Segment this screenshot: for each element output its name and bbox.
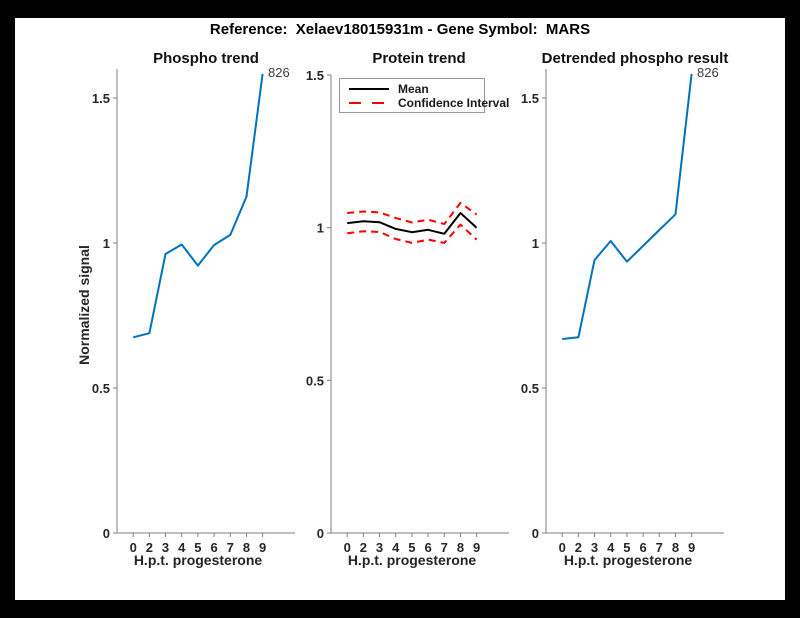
x-tick-label: 5 — [194, 540, 201, 555]
x-tick-label: 3 — [591, 540, 598, 555]
mean-line — [347, 212, 478, 235]
x-tick-label: 7 — [656, 540, 663, 555]
legend-label-confidence-interval: Confidence Interval — [398, 96, 510, 110]
x-tick-label: 9 — [688, 540, 695, 555]
detrended-line — [562, 73, 693, 340]
x-axis-label-protein: H.p.t. progesterone — [347, 552, 477, 568]
peak-value-label-phospho: 826 — [268, 65, 290, 80]
x-tick-label: 4 — [392, 540, 400, 555]
subplot-detrended-phospho: 00.511.50 2 3 4 5 6 7 8 9 — [521, 69, 724, 555]
y-tick-label: 0.5 — [306, 373, 324, 388]
x-tick-label: 9 — [259, 540, 266, 555]
x-tick-label: 8 — [457, 540, 464, 555]
y-tick-label: 0.5 — [92, 381, 110, 396]
legend-confidence-line-sample — [349, 102, 389, 104]
legend-mean-line-sample — [349, 88, 389, 90]
x-tick-label: 2 — [146, 540, 153, 555]
y-tick-label: 1.5 — [521, 91, 539, 106]
x-tick-label: 9 — [473, 540, 480, 555]
x-tick-label: 7 — [441, 540, 448, 555]
x-tick-label: 0 — [130, 540, 137, 555]
subplot-phospho-trend: 00.511.50 2 3 4 5 6 7 8 9 — [92, 69, 295, 555]
x-tick-label: 5 — [408, 540, 415, 555]
x-tick-label: 4 — [607, 540, 615, 555]
x-axis-label-detrended: H.p.t. progesterone — [563, 552, 693, 568]
ci-lower-line — [347, 223, 478, 244]
y-tick-label: 0.5 — [521, 381, 539, 396]
legend-label-mean: Mean — [398, 82, 429, 96]
x-tick-label: 8 — [672, 540, 679, 555]
x-tick-label: 2 — [575, 540, 582, 555]
subplot-title-phospho-trend: Phospho trend — [153, 50, 259, 67]
x-tick-label: 3 — [376, 540, 383, 555]
x-tick-label: 5 — [623, 540, 630, 555]
legend-entry-confidence-interval: Confidence Interval — [349, 96, 509, 110]
x-tick-label: 4 — [178, 540, 186, 555]
x-tick-label: 3 — [162, 540, 169, 555]
x-tick-label: 6 — [424, 540, 431, 555]
x-tick-label: 0 — [344, 540, 351, 555]
subplot-title-detrended-phospho: Detrended phospho result — [541, 50, 729, 67]
x-tick-label: 2 — [360, 540, 367, 555]
figure-title: Reference: Xelaev18015931m - Gene Symbol… — [209, 21, 591, 38]
y-tick-label: 0 — [317, 526, 324, 541]
y-tick-label: 1 — [103, 236, 110, 251]
y-tick-label: 1 — [317, 221, 324, 236]
legend-entry-mean: Mean — [349, 82, 484, 96]
figure-canvas — [15, 18, 785, 600]
y-tick-label: 1 — [532, 236, 539, 251]
phospho-line — [132, 73, 264, 339]
x-tick-label: 6 — [210, 540, 217, 555]
subplot-title-protein-trend: Protein trend — [372, 50, 466, 67]
y-tick-label: 1.5 — [306, 68, 324, 83]
y-tick-label: 0 — [532, 526, 539, 541]
x-axis-label-phospho: H.p.t. progesterone — [133, 552, 263, 568]
y-axis-label: Normalized signal — [76, 245, 92, 365]
legend: Mean Confidence Interval — [339, 78, 509, 113]
x-tick-label: 0 — [559, 540, 566, 555]
x-tick-label: 7 — [227, 540, 234, 555]
y-tick-label: 1.5 — [92, 91, 110, 106]
x-tick-label: 6 — [639, 540, 646, 555]
x-tick-label: 8 — [243, 540, 250, 555]
y-tick-label: 0 — [103, 526, 110, 541]
peak-value-label-detrended: 826 — [697, 65, 719, 80]
subplot-protein-trend: 00.511.50 2 3 4 5 6 7 8 9 — [306, 68, 509, 555]
ci-upper-line — [347, 201, 478, 225]
